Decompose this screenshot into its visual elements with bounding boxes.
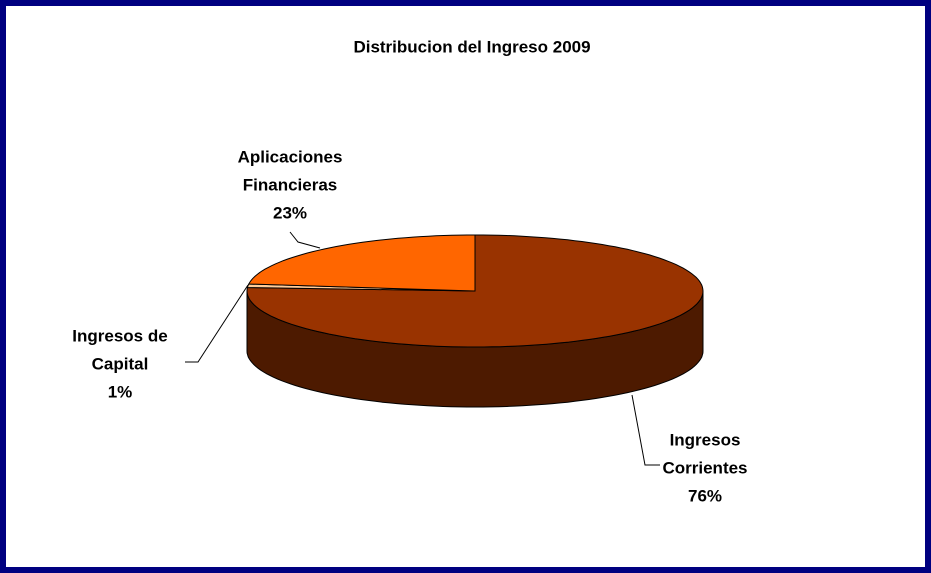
leader-line (631, 394, 660, 466)
data-label-name: Financieras (243, 175, 338, 194)
data-label-name: Capital (92, 354, 149, 373)
data-label-name: Aplicaciones (238, 147, 343, 166)
data-label-value: 23% (273, 203, 307, 222)
leader-line (289, 231, 321, 249)
data-label-value: 76% (688, 486, 722, 505)
leader-line (185, 284, 249, 363)
data-label-name: Ingresos de (72, 326, 167, 345)
chart-title: Distribucion del Ingreso 2009 (353, 37, 590, 56)
data-label-name: Ingresos (670, 430, 741, 449)
data-label-name: Corrientes (662, 458, 747, 477)
data-label-value: 1% (108, 382, 133, 401)
pie-slice (247, 234, 476, 292)
